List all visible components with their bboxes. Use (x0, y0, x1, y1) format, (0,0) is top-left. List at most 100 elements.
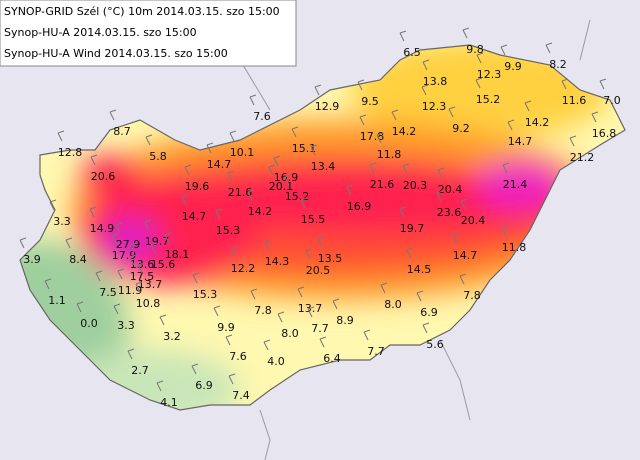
station-value: 20.4 (438, 183, 463, 196)
station-value: 9.5 (361, 95, 379, 108)
wind-barb (291, 126, 299, 138)
station-value: 13.5 (318, 252, 343, 265)
station-value: 13.7 (138, 278, 163, 291)
wind-barb (421, 84, 429, 96)
station-value: 12.3 (477, 68, 502, 81)
station-value: 6.5 (403, 46, 421, 59)
wind-barb (206, 142, 214, 154)
station-value: 16.9 (274, 171, 299, 184)
station-value: 9.9 (504, 60, 522, 73)
wind-barb (436, 190, 444, 202)
wind-barb (19, 237, 27, 249)
wind-barb (145, 134, 153, 146)
wind-barb (310, 144, 318, 156)
station-value: 5.6 (426, 338, 444, 351)
station-value: 19.6 (185, 180, 210, 193)
station-value: 17.8 (360, 130, 385, 143)
station-value: 5.8 (149, 150, 167, 163)
wind-barb (137, 262, 145, 274)
wind-barb (402, 163, 410, 175)
wind-barb (297, 286, 305, 298)
station-value: 21.6 (228, 186, 253, 199)
wind-barb (144, 219, 152, 231)
wind-barb (561, 78, 569, 90)
wind-barb (399, 206, 407, 218)
wind-barb (159, 314, 167, 326)
station-value: 0.0 (80, 317, 98, 330)
station-value: 3.9 (23, 253, 41, 266)
station-value: 6.9 (420, 306, 438, 319)
station-value: 14.7 (508, 135, 533, 148)
station-value: 11.8 (502, 241, 527, 254)
wind-barb (406, 247, 414, 259)
station-value: 11.8 (377, 148, 402, 161)
wind-barb (363, 329, 371, 341)
wind-barb (476, 52, 484, 64)
station-value: 8.4 (69, 253, 87, 266)
wind-barb (117, 268, 125, 280)
station-value: 11.6 (562, 94, 587, 107)
wind-barb (57, 130, 65, 142)
wind-barb (89, 206, 97, 218)
wind-barb (150, 242, 158, 254)
station-value: 15.6 (151, 258, 176, 271)
wind-barb (437, 167, 445, 179)
wind-barb (475, 77, 483, 89)
station-value: 14.2 (248, 205, 273, 218)
wind-barb (319, 336, 327, 348)
station-value: 21.4 (503, 178, 528, 191)
wind-barb (65, 237, 73, 249)
station-value: 7.8 (463, 289, 481, 302)
station-value: 7.8 (254, 304, 272, 317)
wind-barb (501, 225, 509, 237)
station-value: 9.9 (217, 321, 235, 334)
station-value: 7.7 (367, 345, 385, 358)
wind-barb (569, 135, 577, 147)
station-value: 8.0 (384, 298, 402, 311)
wind-barb (264, 239, 272, 251)
station-value: 1.1 (48, 294, 66, 307)
station-value: 20.3 (403, 179, 428, 192)
station-value: 14.3 (265, 255, 290, 268)
station-value: 6.9 (195, 379, 213, 392)
wind-barb (263, 339, 271, 351)
station-value: 7.5 (99, 286, 117, 299)
wind-barb (357, 79, 365, 91)
station-value: 20.1 (269, 180, 294, 193)
station-value: 8.2 (549, 58, 567, 71)
wind-barb (422, 322, 430, 334)
station-value: 7.6 (229, 350, 247, 363)
station-value: 15.2 (476, 93, 501, 106)
station-value: 3.2 (163, 330, 181, 343)
station-value: 20.6 (91, 170, 116, 183)
wind-barb (307, 306, 315, 318)
wind-barb (284, 174, 292, 186)
station-value: 15.3 (216, 224, 241, 237)
stations: 6.5 9.88.213.812.39.912.9 9.5 12.315.2 11.6 7… (19, 27, 621, 409)
wind-barb (314, 84, 322, 96)
wind-barb (332, 298, 340, 310)
wind-barb (184, 164, 192, 176)
station-value: 15.3 (193, 288, 218, 301)
station-value: 17.5 (130, 270, 155, 283)
wind-barb (399, 30, 407, 42)
wind-barb (448, 106, 456, 118)
wind-barb (129, 254, 137, 266)
station-value: 15.5 (301, 213, 326, 226)
station-value: 15.2 (285, 190, 310, 203)
station-value: 7.6 (253, 110, 271, 123)
wind-barb (416, 290, 424, 302)
station-value: 12.2 (231, 262, 256, 275)
wind-barb (192, 272, 200, 284)
station-value: 14.7 (207, 158, 232, 171)
station-value: 19.7 (400, 222, 425, 235)
wind-barb (452, 233, 460, 245)
station-value: 3.3 (53, 215, 71, 228)
wind-barb (109, 109, 117, 121)
station-value: 9.2 (452, 122, 470, 135)
station-value: 14.5 (407, 263, 432, 276)
station-value: 11.9 (118, 284, 143, 297)
station-value: 15.1 (292, 142, 317, 155)
